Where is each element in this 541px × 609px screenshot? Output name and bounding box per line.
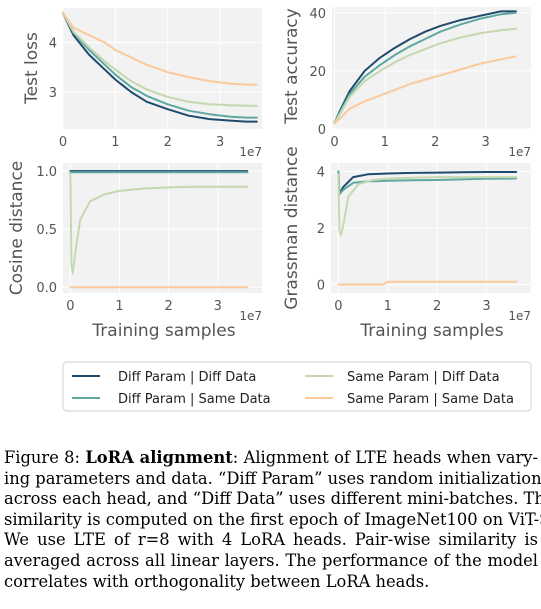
series-line-diff-param-diff-data (337, 170, 518, 196)
x-offset-grassman-distance: 1e7 (508, 309, 531, 323)
series-test-loss (62, 11, 258, 123)
ylabel-test-accuracy: Test accuracy (282, 8, 302, 125)
series-grassman-distance (337, 170, 518, 286)
x-tick-label: 0 (66, 299, 74, 314)
series-line-diff-param-diff-data (62, 11, 258, 123)
x-tick-label: 2 (433, 299, 441, 314)
x-tick-label: 2 (431, 135, 439, 150)
plot-area-cosine-distance (63, 163, 262, 293)
x-tick-label: 2 (164, 135, 172, 150)
x-tick-label: 2 (165, 299, 173, 314)
ticks-test-accuracy: 0 1 2 3 0 20 40 (309, 7, 489, 150)
x-tick-label: 0 (334, 299, 342, 314)
x-tick-label: 1 (381, 135, 389, 150)
ticks-test-loss: 0 1 2 3 3 4 (49, 37, 225, 150)
x-tick-label: 1 (384, 299, 392, 314)
y-tick-label: 2 (317, 222, 325, 237)
panel-test-accuracy: 0 1 2 3 0 20 40 Test accuracy 1e7 (282, 7, 531, 159)
legend-label: Diff Param | Same Data (118, 392, 271, 407)
x-tick-label: 3 (214, 299, 222, 314)
panel-grassman-distance: 0 1 2 3 0 2 4 Grassman distance Training sampl… (282, 146, 531, 341)
grid-grassman-distance (331, 163, 531, 293)
x-tick-label: 0 (59, 135, 67, 150)
y-tick-label: 3 (49, 86, 57, 101)
caption-title: LoRA alignment (85, 448, 233, 467)
y-tick-label: 1.0 (36, 165, 57, 180)
series-line-same-param-diff-data (337, 173, 518, 237)
series-line-diff-param-diff-data (333, 10, 517, 125)
y-tick-label: 20 (309, 65, 326, 80)
x-tick-label: 0 (330, 135, 338, 150)
y-tick-label: 0 (318, 123, 326, 138)
caption-text: : Alignment of LTE heads when vary- (232, 448, 538, 467)
series-line-same-param-diff-data (69, 172, 249, 275)
caption-line-5: We use LTE of r=8 with 4 LoRA heads. Pai… (4, 530, 538, 550)
series-line-same-param-same-data (62, 11, 258, 86)
xlabel-grassman-distance: Training samples (359, 321, 503, 341)
y-tick-label: 40 (309, 7, 326, 22)
caption-line-2: ing parameters and data. “Diff Param” us… (4, 468, 541, 488)
y-tick-label: 4 (49, 37, 57, 52)
ticks-cosine-distance: 0 1 2 3 0.0 0.5 1.0 (36, 165, 222, 314)
legend-label: Diff Param | Diff Data (118, 370, 256, 385)
panel-test-loss: 0 1 2 3 3 4 Test loss 1e7 (22, 8, 262, 159)
caption-line-3: across each head, and “Diff Data” uses d… (4, 489, 541, 509)
series-line-diff-param-same-data (333, 11, 517, 125)
ylabel-grassman-distance: Grassman distance (282, 146, 302, 309)
ylabel-test-loss: Test loss (22, 32, 42, 105)
caption-line-6: averaged across all linear layers. The p… (4, 550, 538, 570)
y-tick-label: 4 (317, 165, 325, 180)
series-line-same-param-diff-data (333, 27, 517, 125)
xlabel-cosine-distance: Training samples (91, 321, 235, 341)
legend-entry: Same Param | Diff Data (305, 370, 500, 385)
ticks-grassman-distance: 0 1 2 3 0 2 4 (317, 165, 491, 314)
legend-entry: Same Param | Same Data (305, 392, 514, 407)
x-offset-test-accuracy: 1e7 (508, 145, 531, 159)
x-tick-label: 3 (482, 299, 490, 314)
plot-area-test-loss (63, 8, 262, 129)
y-tick-label: 0.0 (36, 281, 57, 296)
series-cosine-distance (69, 170, 249, 289)
caption-line-7: correlates with orthogonality between Lo… (4, 571, 430, 591)
figure-caption: Figure 8: LoRA alignment: Alignment of L… (4, 448, 541, 592)
y-tick-label: 0 (317, 279, 325, 294)
x-tick-label: 1 (111, 135, 119, 150)
legend-entry: Diff Param | Same Data (72, 392, 271, 407)
series-line-same-param-same-data (333, 55, 517, 125)
x-tick-label: 3 (482, 135, 490, 150)
legend: Diff Param | Diff Data Same Param | Diff… (62, 361, 532, 412)
panel-cosine-distance: 0 1 2 3 0.0 0.5 1.0 Cosine distance Training s… (7, 161, 262, 341)
series-line-same-param-same-data (337, 280, 518, 286)
x-offset-test-loss: 1e7 (239, 145, 262, 159)
legend-frame (62, 361, 532, 412)
caption-figure-number: Figure 8: (4, 448, 81, 467)
caption-line-1: Figure 8: LoRA alignment: Alignment of L… (4, 448, 538, 469)
y-tick-label: 0.5 (36, 223, 57, 238)
x-offset-cosine-distance: 1e7 (239, 309, 262, 323)
series-test-accuracy (333, 10, 517, 125)
plot-area-test-accuracy (332, 7, 531, 129)
series-line-diff-param-same-data (62, 11, 258, 119)
caption-line-4: similarity is computed on the first epoc… (4, 509, 541, 529)
x-tick-label: 1 (115, 299, 123, 314)
x-tick-label: 3 (216, 135, 224, 150)
ylabel-cosine-distance: Cosine distance (7, 161, 27, 296)
grid-test-loss (62, 8, 262, 129)
series-line-diff-param-same-data (337, 170, 518, 196)
series-line-same-param-diff-data (62, 11, 258, 107)
legend-entry: Diff Param | Diff Data (72, 370, 256, 385)
legend-label: Same Param | Diff Data (347, 370, 500, 385)
legend-label: Same Param | Same Data (347, 392, 514, 407)
